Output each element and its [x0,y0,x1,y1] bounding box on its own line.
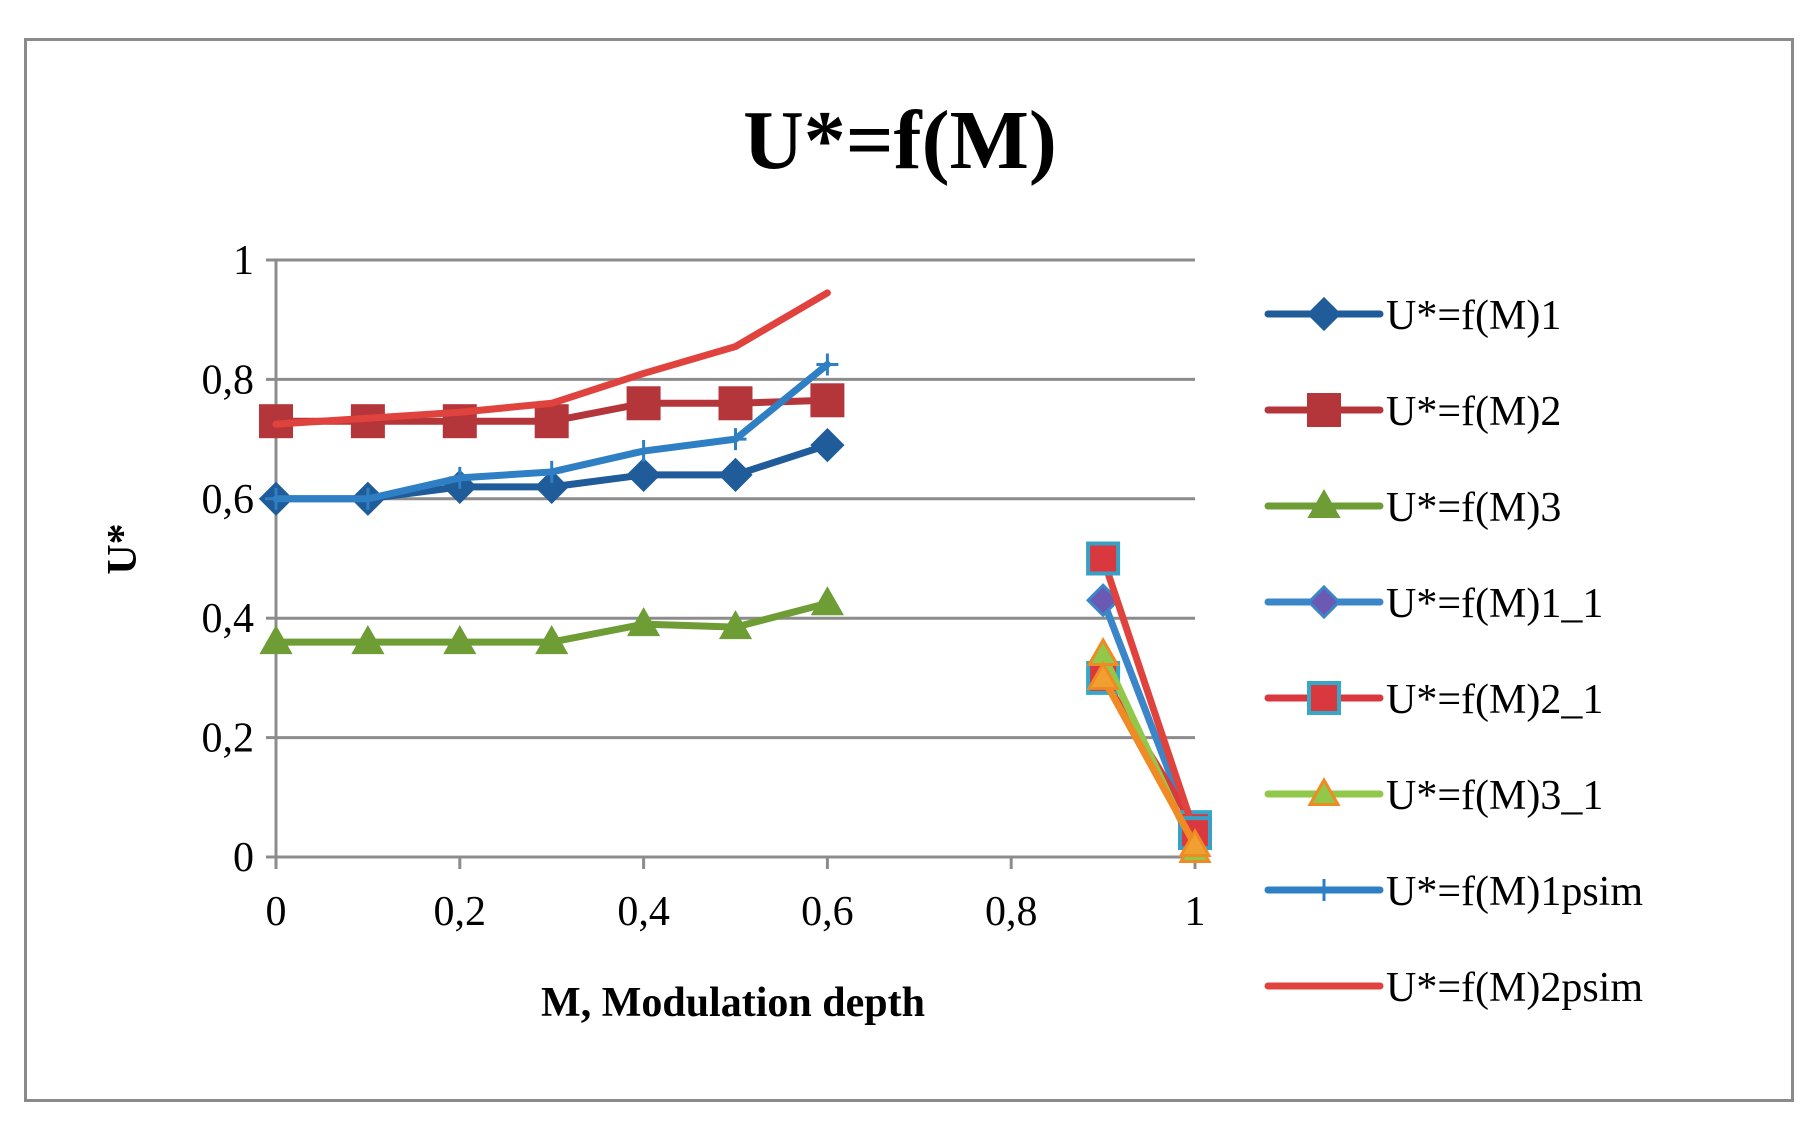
data-point [724,428,747,451]
legend-swatch-marker [1307,488,1341,518]
data-point [534,469,569,504]
y-tick-label: 1 [233,238,254,284]
data-point [356,487,379,510]
data-point [259,625,293,655]
legend: U*=f(M)1 U*=f(M)2 U*=f(M)3 U*=f(M)1_1 U*=f(M… [1264,293,1643,1011]
series-layer [258,289,1213,864]
legend-swatch-marker [1306,296,1342,332]
data-point [351,625,385,655]
x-tick-label: 0,6 [801,889,854,935]
x-tick-label: 0,4 [617,889,670,935]
data-point [626,457,661,493]
grid-layer [276,258,1195,740]
data-point [632,440,655,463]
y-tick-label: 0,2 [202,716,255,762]
legend-entry: U*=f(M)2_1 [1264,677,1603,723]
x-tick-label: 0,8 [985,889,1038,935]
series-1 [259,383,845,439]
legend-swatch-marker [1307,393,1341,427]
data-point [534,404,569,439]
legend-label: U*=f(M)2 [1386,389,1561,435]
axis-layer: 0 0,2 0,4 0,6 0,8 1 0 0,2 0,4 0,6 0,8 1 [202,238,1206,935]
legend-label: U*=f(M)2psim [1386,965,1643,1011]
legend-entry: U*=f(M)1 [1264,293,1561,339]
data-point [810,427,845,463]
legend-swatch-marker [1313,879,1335,901]
data-point [810,383,845,418]
x-tick-label: 0,2 [434,889,487,935]
chart-frame [24,38,1794,1102]
series-6 [265,353,839,510]
data-point [540,460,563,483]
y-tick-label: 0,4 [202,596,255,642]
x-tick-label: 0 [266,889,287,935]
x-tick-label: 1 [1185,889,1206,935]
y-tick-label: 0,6 [202,477,255,523]
data-point [718,610,753,640]
legend-label: U*=f(M)3 [1386,485,1561,531]
series-8 [1086,541,1212,851]
data-point [448,466,471,489]
data-point [1178,828,1212,858]
series-line [272,289,831,428]
data-point [718,386,753,421]
legend-entry: U*=f(M)3_1 [1264,773,1603,819]
legend-label: U*=f(M)2_1 [1386,677,1603,723]
data-point [535,625,569,655]
series-9 [1086,660,1212,858]
y-axis-title: U* [100,523,146,574]
legend-entry: U*=f(M)1psim [1264,869,1643,915]
legend-label: U*=f(M)1_1 [1386,581,1603,627]
data-point [816,353,839,376]
legend-label: U*=f(M)3_1 [1386,773,1603,819]
legend-entry: U*=f(M)1_1 [1264,581,1603,627]
legend-entry: U*=f(M)2psim [1264,965,1643,1011]
legend-entry: U*=f(M)2 [1264,389,1561,435]
y-tick-label: 0,8 [202,357,255,403]
data-point [626,386,661,421]
series-7 [272,289,831,428]
data-point [1086,541,1121,576]
legend-swatch-marker [1306,584,1342,620]
legend-swatch-marker [1307,776,1341,806]
data-point [718,457,753,493]
data-point [627,607,661,637]
chart-title: U*=f(M) [743,94,1057,187]
legend-swatch-marker [1307,681,1341,715]
legend-label: U*=f(M)1 [1386,293,1561,339]
data-point [265,487,287,510]
legend-label: U*=f(M)1psim [1386,869,1643,915]
data-point [1086,636,1120,667]
data-point [443,625,477,655]
legend-entry: U*=f(M)3 [1264,485,1561,531]
data-point [810,586,844,616]
x-axis-title: M, Modulation depth [541,980,925,1026]
y-tick-label: 0 [233,835,254,881]
series-line [1099,674,1199,849]
series-2 [259,586,844,655]
series-line [1099,555,1199,837]
data-point [1086,660,1120,690]
